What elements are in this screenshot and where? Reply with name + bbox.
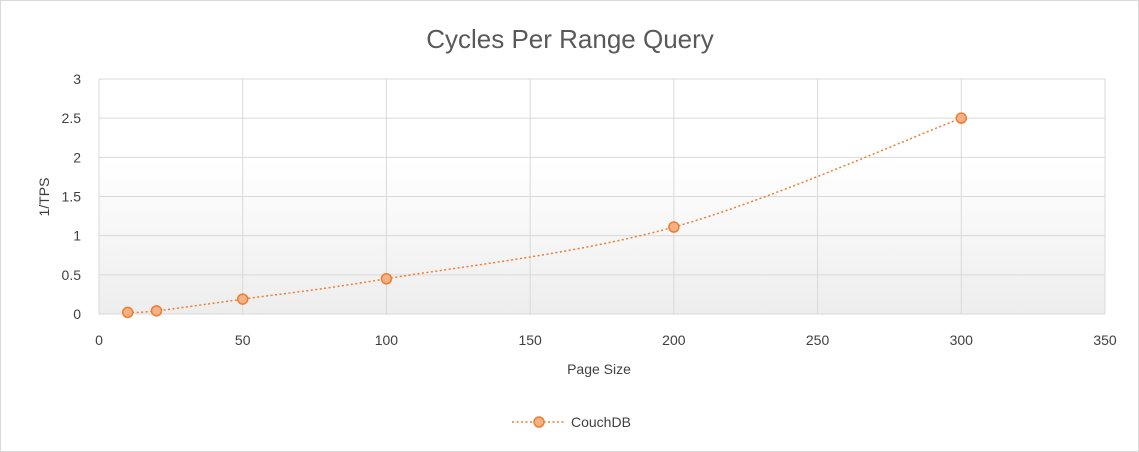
y-axis-title: 1/TPS <box>36 178 52 217</box>
y-axis-tick-labels: 0 0.5 1 1.5 2 2.5 3 <box>62 71 82 322</box>
y-tick-label: 1.5 <box>62 189 82 205</box>
x-tick-label: 0 <box>95 332 103 348</box>
y-tick-label: 0.5 <box>62 267 82 283</box>
y-tick-label: 3 <box>73 71 81 87</box>
x-tick-label: 150 <box>518 332 542 348</box>
x-tick-label: 200 <box>662 332 686 348</box>
data-point <box>121 306 134 319</box>
x-tick-label: 50 <box>235 332 251 348</box>
y-tick-label: 0 <box>73 306 81 322</box>
data-point <box>668 221 680 233</box>
y-tick-label: 2.5 <box>62 110 82 126</box>
x-tick-label: 300 <box>950 332 974 348</box>
series-line <box>127 117 962 314</box>
x-axis-tick-labels: 0 50 100 150 200 250 300 350 <box>95 332 1117 348</box>
legend-label-couchdb: CouchDB <box>571 414 631 430</box>
gridlines <box>98 78 1106 315</box>
x-tick-label: 100 <box>375 332 399 348</box>
chart-title: Cycles Per Range Query <box>426 24 714 54</box>
data-point <box>150 305 163 317</box>
series-couchdb <box>121 112 968 319</box>
data-point <box>955 112 968 124</box>
y-tick-label: 1 <box>73 228 81 244</box>
x-axis-title: Page Size <box>567 361 631 377</box>
legend-marker <box>533 416 545 428</box>
data-point <box>236 293 249 305</box>
legend: CouchDB <box>512 414 631 430</box>
y-tick-label: 2 <box>73 149 81 165</box>
x-tick-label: 250 <box>806 332 830 348</box>
data-point <box>380 273 393 285</box>
x-tick-label: 350 <box>1093 332 1117 348</box>
